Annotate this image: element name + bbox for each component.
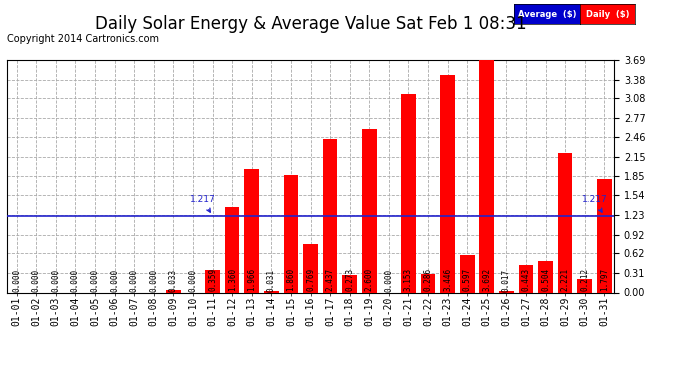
Text: 2.221: 2.221 xyxy=(561,268,570,291)
Text: Daily  ($): Daily ($) xyxy=(586,10,629,18)
Bar xyxy=(284,175,298,292)
Text: 2.600: 2.600 xyxy=(365,268,374,291)
Text: 1.360: 1.360 xyxy=(228,268,237,291)
Bar xyxy=(519,265,533,292)
Text: 1.797: 1.797 xyxy=(600,268,609,291)
Bar xyxy=(538,261,553,292)
Bar xyxy=(440,75,455,292)
Text: 1.860: 1.860 xyxy=(286,268,295,291)
Text: 3.692: 3.692 xyxy=(482,268,491,291)
Text: 0.769: 0.769 xyxy=(306,268,315,291)
Text: 0.597: 0.597 xyxy=(463,268,472,291)
Bar xyxy=(578,279,592,292)
Text: Copyright 2014 Cartronics.com: Copyright 2014 Cartronics.com xyxy=(7,34,159,44)
Text: 0.212: 0.212 xyxy=(580,268,589,291)
Text: 3.446: 3.446 xyxy=(443,268,452,291)
Text: 0.017: 0.017 xyxy=(502,269,511,292)
Bar xyxy=(421,274,435,292)
Bar xyxy=(342,275,357,292)
Text: 1.217: 1.217 xyxy=(582,195,607,212)
Text: 0.000: 0.000 xyxy=(149,269,158,292)
Text: 0.000: 0.000 xyxy=(90,269,99,292)
Text: 0.286: 0.286 xyxy=(424,268,433,291)
Bar xyxy=(244,169,259,292)
Text: 0.443: 0.443 xyxy=(522,268,531,291)
Text: 0.000: 0.000 xyxy=(32,269,41,292)
Text: 2.437: 2.437 xyxy=(326,268,335,291)
Text: Daily Solar Energy & Average Value Sat Feb 1 08:31: Daily Solar Energy & Average Value Sat F… xyxy=(95,15,526,33)
Bar xyxy=(460,255,475,292)
Text: Average  ($): Average ($) xyxy=(518,10,576,18)
Bar xyxy=(303,244,318,292)
Bar xyxy=(499,291,514,292)
Text: 0.359: 0.359 xyxy=(208,268,217,291)
Bar xyxy=(597,179,611,292)
Bar xyxy=(205,270,220,292)
Text: 0.000: 0.000 xyxy=(12,269,21,292)
Bar xyxy=(225,207,239,292)
Text: 0.033: 0.033 xyxy=(169,269,178,292)
Bar xyxy=(480,60,494,292)
Text: 0.504: 0.504 xyxy=(541,268,550,291)
Bar xyxy=(558,153,573,292)
Text: 0.000: 0.000 xyxy=(71,269,80,292)
Text: 0.031: 0.031 xyxy=(267,269,276,292)
Bar xyxy=(166,290,181,292)
Text: 1.217: 1.217 xyxy=(190,195,216,212)
Text: 0.000: 0.000 xyxy=(188,269,197,292)
Bar xyxy=(323,139,337,292)
Text: 0.000: 0.000 xyxy=(110,269,119,292)
Text: 0.000: 0.000 xyxy=(51,269,60,292)
Bar xyxy=(401,94,416,292)
Text: 0.000: 0.000 xyxy=(130,269,139,292)
Text: 0.000: 0.000 xyxy=(384,269,393,292)
Text: 1.966: 1.966 xyxy=(247,268,256,291)
Text: 3.153: 3.153 xyxy=(404,268,413,291)
Text: 0.273: 0.273 xyxy=(345,268,354,291)
Bar xyxy=(264,291,279,292)
Bar xyxy=(362,129,377,292)
